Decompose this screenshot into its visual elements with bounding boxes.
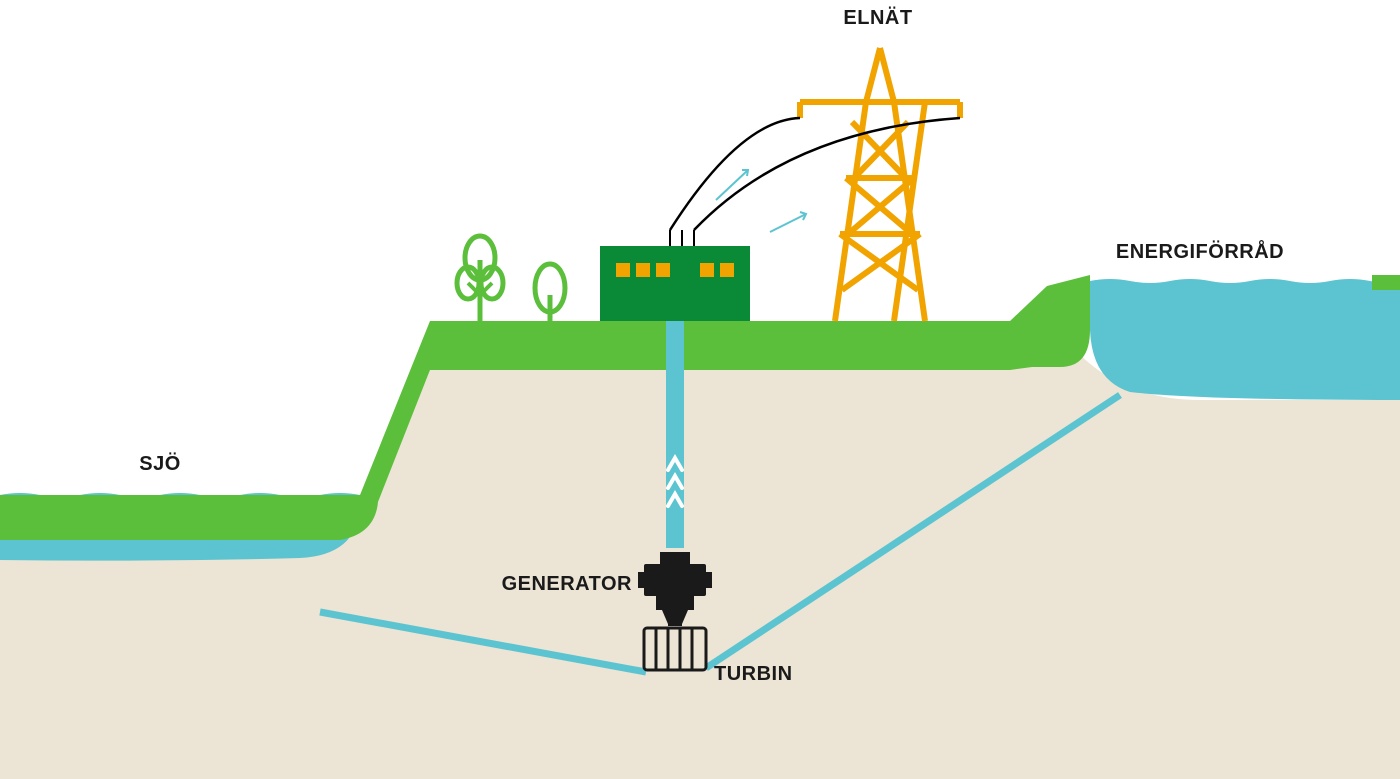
label-lake: SJÖ xyxy=(139,452,181,475)
grass-strip-right xyxy=(1372,275,1400,290)
label-turbine: TURBIN xyxy=(714,663,793,685)
reservoir-water xyxy=(1090,279,1400,400)
tree-2 xyxy=(535,264,565,321)
pipe-vertical xyxy=(666,318,684,548)
tree-1 xyxy=(457,236,503,321)
flow-arrows xyxy=(716,170,806,232)
hydropower-diagram: SJÖ ELNÄT ENERGIFÖRRÅD GENERATOR TURBIN xyxy=(0,0,1400,779)
label-reservoir: ENERGIFÖRRÅD xyxy=(1116,239,1284,263)
label-grid: ELNÄT xyxy=(843,6,912,29)
label-generator: GENERATOR xyxy=(502,573,632,595)
transmission-pylon xyxy=(800,48,960,321)
power-building xyxy=(600,230,750,321)
